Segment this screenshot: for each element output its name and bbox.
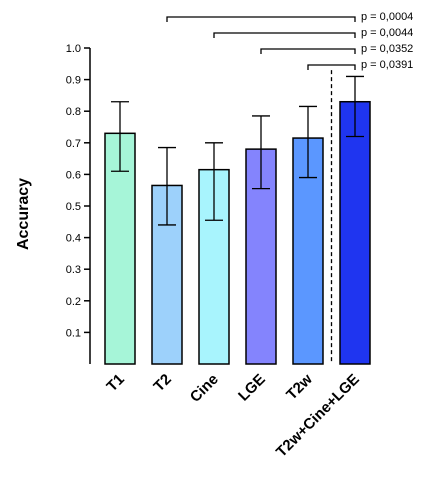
x-category-label: LGE xyxy=(235,371,269,405)
p-value-label: p = 0,0004 xyxy=(361,11,413,23)
significance-bracket xyxy=(166,16,356,22)
y-tick-label: 1.0 xyxy=(66,43,81,55)
y-tick-label: 0.8 xyxy=(66,106,81,118)
significance-bracket xyxy=(213,32,356,38)
significance-bracket xyxy=(307,64,356,70)
y-tick-label: 0.6 xyxy=(66,169,81,181)
bar-t2w-cine-lge xyxy=(339,100,371,365)
p-value-label: p = 0,0391 xyxy=(361,59,413,71)
x-category-label: T1 xyxy=(103,371,127,395)
x-category-label: T2w xyxy=(283,371,316,404)
y-tick-label: 0.2 xyxy=(66,296,81,308)
y-tick-label: 0.9 xyxy=(66,75,81,87)
y-axis-title: Accuracy xyxy=(15,178,32,250)
y-tick-label: 0.7 xyxy=(66,138,81,150)
x-category-label: Cine xyxy=(187,371,222,406)
y-tick-label: 0.1 xyxy=(66,327,81,339)
y-tick-label: 0.5 xyxy=(66,201,81,213)
p-value-label: p = 0,0352 xyxy=(361,43,413,55)
x-category-label: T2 xyxy=(150,371,174,395)
bars-group xyxy=(104,70,371,365)
significance-bracket xyxy=(260,48,356,54)
y-ticks-group: 0.1 0.2 0.3 0.4 0.5 0.6 0.7 0.8 0.9 1.0 xyxy=(66,43,90,339)
y-tick-label: 0.3 xyxy=(66,264,81,276)
significance-brackets: p = 0,0004 p = 0,0044 p = 0,0352 p = 0,0391 xyxy=(166,11,413,71)
y-tick-label: 0.4 xyxy=(66,233,81,245)
p-value-label: p = 0,0044 xyxy=(361,27,413,39)
x-category-label: T2w+Cine+LGE xyxy=(273,371,363,461)
